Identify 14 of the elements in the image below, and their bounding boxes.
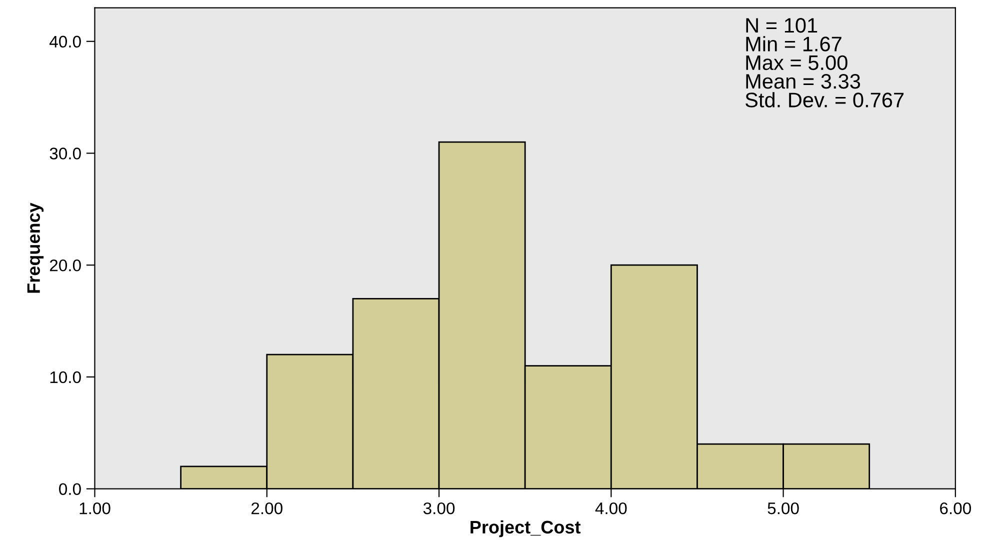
x-tick-label: 6.00 xyxy=(940,502,971,514)
x-tick-label: 3.00 xyxy=(423,502,455,514)
x-axis-title: Project_Cost xyxy=(470,520,581,538)
x-tick-label: 2.00 xyxy=(252,502,282,514)
y-tick-label: 20.0 xyxy=(50,259,81,272)
y-tick-label: 30.0 xyxy=(50,148,81,160)
x-tick-label: 5.00 xyxy=(768,502,799,514)
annotation: N = 101 Min = 1.67 Max = 5.00 Mean = 3.33 Std. Dev. = 0.767 xyxy=(746,18,904,108)
y-tick-label: 10.0 xyxy=(50,371,81,384)
y-tick-label: 40.0 xyxy=(50,36,81,48)
x-tick-label: 4.00 xyxy=(595,502,627,514)
x-tick-label: 1.00 xyxy=(80,502,110,514)
y-axis-title: Frequency xyxy=(27,202,44,293)
y-tick-label: 0.0 xyxy=(59,483,81,496)
